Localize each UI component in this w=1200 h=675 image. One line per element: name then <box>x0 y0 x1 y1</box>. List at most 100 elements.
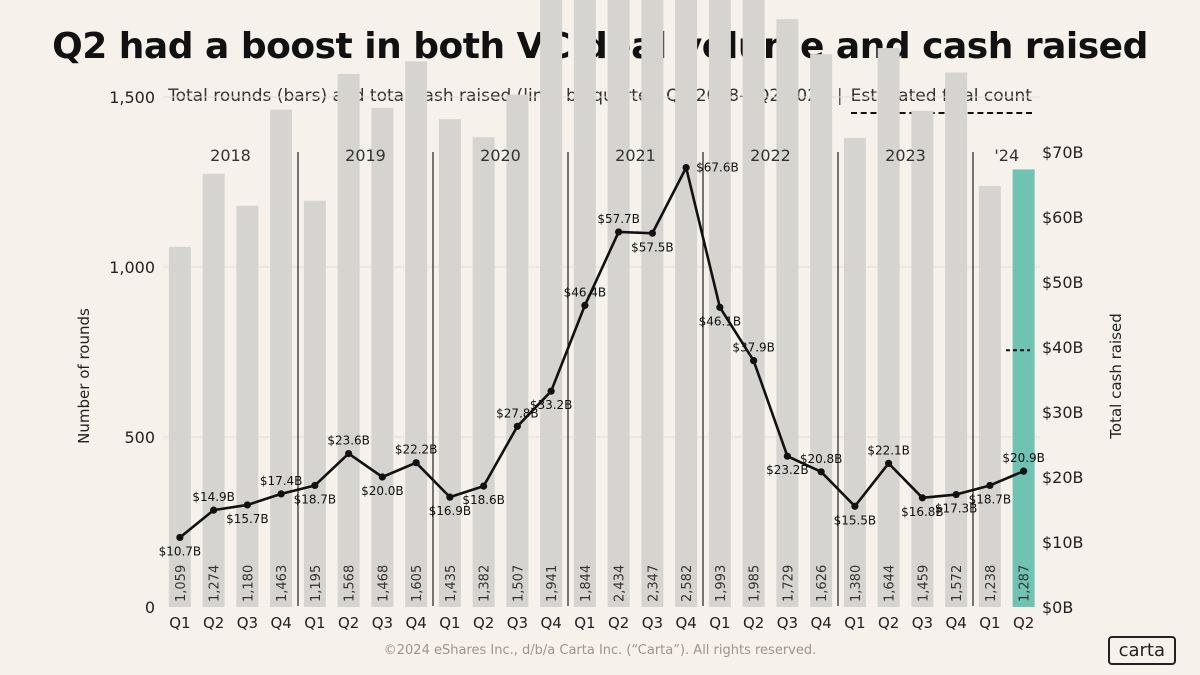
line-point <box>817 468 825 476</box>
chart-subtitle: Total rounds (bars) and total cash raise… <box>168 86 829 106</box>
year-label: 2023 <box>885 146 926 165</box>
x-tick-label: Q1 <box>979 614 1000 632</box>
bar <box>945 72 968 607</box>
x-tick-label: Q4 <box>405 614 426 632</box>
line-value-label: $20.9B <box>1002 451 1045 465</box>
line-point <box>547 387 555 395</box>
bar <box>742 0 765 608</box>
y-axis-title: Number of rounds <box>75 308 93 444</box>
line-point <box>952 490 960 499</box>
x-tick-label: Q1 <box>574 614 595 632</box>
x-tick-label: Q2 <box>743 614 764 632</box>
x-tick-label: Q2 <box>1013 614 1034 632</box>
year-label: '24 <box>994 146 1019 165</box>
x-tick-label: Q2 <box>473 614 494 632</box>
bar-value-label: 1,468 <box>376 565 391 602</box>
y2-axis-title: Total cash raised <box>1107 313 1125 439</box>
line-point <box>750 357 758 365</box>
bar-value-label: 1,626 <box>815 565 830 602</box>
bar-value-label: 1,459 <box>916 565 931 602</box>
bar-value-label: 1,568 <box>343 565 358 602</box>
line-value-label: $33.2B <box>530 398 573 412</box>
x-tick-label: Q2 <box>608 614 629 632</box>
bar <box>405 61 428 608</box>
bar-value-label: 1,985 <box>748 565 763 602</box>
bar <box>270 109 293 607</box>
bar-value-label: 1,729 <box>781 565 796 602</box>
line-value-label: $18.6B <box>462 493 505 507</box>
bar <box>506 94 529 608</box>
bar <box>978 186 1001 607</box>
line-value-label: $46.1B <box>699 314 742 328</box>
bar <box>202 173 225 607</box>
line-point <box>243 501 251 509</box>
bar-value-label: 1,380 <box>849 565 864 602</box>
x-tick-label: Q3 <box>507 614 528 632</box>
bar-value-label: 1,382 <box>478 565 493 602</box>
y-tick-label: 0 <box>145 598 155 617</box>
bar <box>371 107 394 607</box>
line-value-label: $57.7B <box>597 212 640 226</box>
bar-value-label: 1,180 <box>241 565 256 602</box>
x-tick-label: Q3 <box>777 614 798 632</box>
bar-value-label: 2,582 <box>680 565 695 602</box>
legend-estimate-dash <box>850 112 1032 114</box>
line-value-label: $15.5B <box>834 513 877 527</box>
bar-value-label: 1,572 <box>950 565 965 602</box>
x-tick-label: Q4 <box>270 614 291 632</box>
bar <box>168 246 191 607</box>
y2-tick-label: $20B <box>1042 468 1084 487</box>
bar-value-label: 1,644 <box>883 565 898 602</box>
bar-value-label: 1,435 <box>444 565 459 602</box>
bar <box>776 19 799 607</box>
bar <box>540 0 563 608</box>
line-value-label: $18.7B <box>969 492 1012 506</box>
bar <box>911 110 934 607</box>
line-value-label: $20.8B <box>800 452 843 466</box>
year-label: 2018 <box>210 146 251 165</box>
x-tick-label: Q4 <box>810 614 831 632</box>
x-tick-label: Q4 <box>540 614 561 632</box>
bar <box>877 48 900 608</box>
bar-value-label: 2,347 <box>646 565 661 602</box>
line-point <box>277 490 285 498</box>
line-value-label: $22.1B <box>867 443 910 457</box>
line-point <box>345 450 353 458</box>
y-tick-label: 1,000 <box>109 258 155 277</box>
x-tick-label: Q3 <box>642 614 663 632</box>
y2-tick-label: $10B <box>1042 533 1084 552</box>
line-value-label: $20.0B <box>361 484 404 498</box>
bar <box>675 0 698 607</box>
y-tick-label: 1,500 <box>109 88 155 107</box>
line-value-label: $17.3B <box>935 502 978 516</box>
year-label: 2021 <box>615 146 656 165</box>
line-point <box>851 502 859 510</box>
x-tick-label: Q3 <box>372 614 393 632</box>
line-value-label: $14.9B <box>192 490 235 504</box>
line-point <box>581 301 589 309</box>
x-tick-label: Q2 <box>338 614 359 632</box>
x-tick-label: Q2 <box>878 614 899 632</box>
line-point <box>648 229 656 237</box>
y2-tick-label: $30B <box>1042 403 1084 422</box>
line-value-label: $15.7B <box>226 512 269 526</box>
y-tick-label: 500 <box>124 428 155 447</box>
line-value-label: $10.7B <box>159 544 202 558</box>
line-value-label: $23.2B <box>766 463 809 477</box>
bar <box>810 54 833 608</box>
line-point <box>885 459 893 467</box>
x-tick-label: Q4 <box>945 614 966 632</box>
line-value-label: $37.9B <box>732 341 775 355</box>
bar <box>641 0 664 607</box>
line-value-label: $46.4B <box>564 285 607 299</box>
line-point <box>378 473 386 481</box>
x-tick-label: Q3 <box>237 614 258 632</box>
line-point <box>210 506 218 514</box>
line-point <box>615 228 623 236</box>
line-value-label: $16.8B <box>901 505 944 519</box>
copyright-footer: ©2024 eShares Inc., d/b/a Carta Inc. (“C… <box>383 643 817 658</box>
bar-value-label: 1,844 <box>579 565 594 602</box>
bar-value-label: 2,434 <box>613 565 628 602</box>
bar-value-label: 1,287 <box>1018 565 1033 602</box>
x-tick-label: Q1 <box>709 614 730 632</box>
